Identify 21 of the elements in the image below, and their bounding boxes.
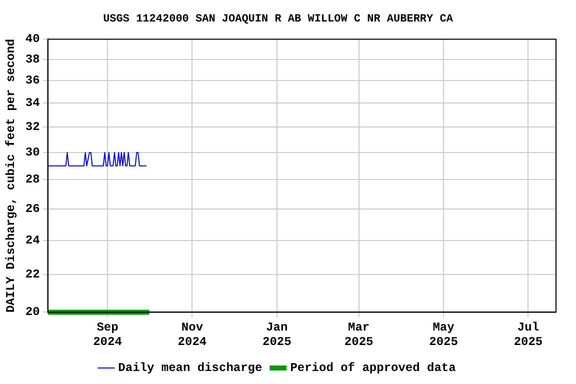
y-tick-label: 26 xyxy=(25,202,40,216)
y-tick-label: 40 xyxy=(25,32,40,46)
legend-label: Daily mean discharge xyxy=(118,361,262,376)
x-tick-label: Nov 2024 xyxy=(178,320,207,349)
chart-title: USGS 11242000 SAN JOAQUIN R AB WILLOW C NR AUBERRY CA xyxy=(103,13,454,26)
y-axis-title: DAILY Discharge, cubic feet per second xyxy=(4,38,18,313)
y-tick-label: 34 xyxy=(25,96,40,110)
y-tick-label: 30 xyxy=(25,146,40,160)
y-tick-label: 24 xyxy=(25,233,40,248)
x-tick-label: Jan 2025 xyxy=(262,320,292,349)
x-tick-label: Jul 2025 xyxy=(514,320,543,349)
y-tick-label: 38 xyxy=(25,52,40,66)
y-tick-label: 32 xyxy=(25,120,40,134)
x-tick-label: Sep 2024 xyxy=(93,320,122,349)
y-tick-label: 36 xyxy=(25,74,40,88)
x-tick-label: Mar 2025 xyxy=(344,320,374,349)
x-tick-label: May 2025 xyxy=(429,320,458,349)
y-tick-label: 22 xyxy=(25,268,40,282)
y-tick-label: 20 xyxy=(25,305,40,320)
legend-label: Period of approved data xyxy=(290,361,456,376)
y-tick-label: 28 xyxy=(25,172,40,187)
